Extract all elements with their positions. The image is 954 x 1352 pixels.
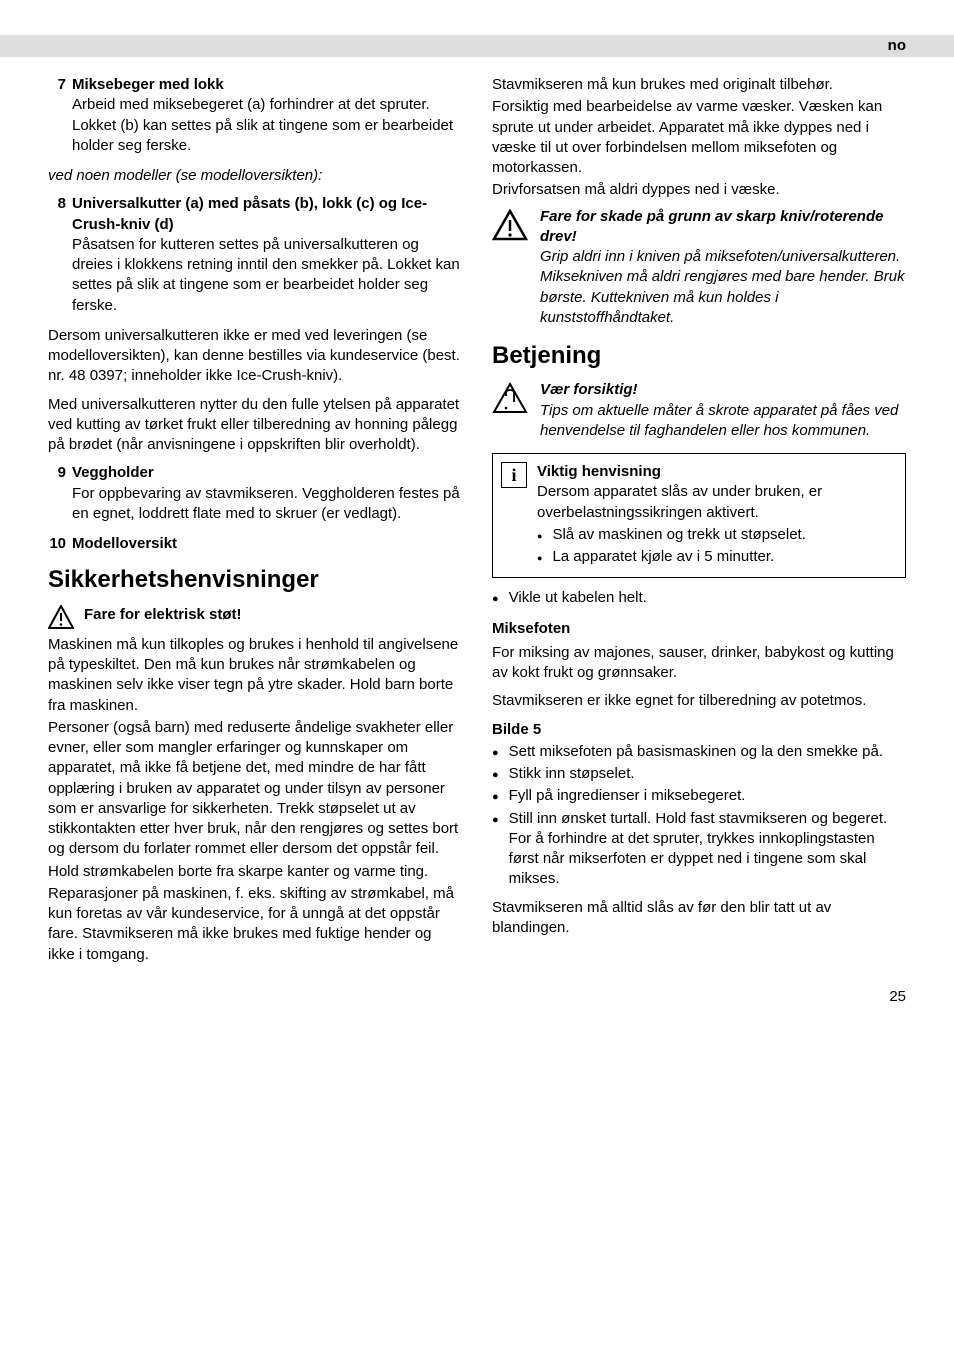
item-number: 7 bbox=[48, 75, 72, 158]
miksefoten-heading: Miksefoten bbox=[492, 619, 906, 639]
warning-title: Fare for elektrisk støt! bbox=[84, 605, 242, 625]
bullet-text: Sett miksefoten på basismaskinen og la d… bbox=[509, 742, 883, 762]
safety-heading: Sikkerhetshenvisninger bbox=[48, 564, 462, 596]
item-title: Universalkutter (a) med påsats (b), lokk… bbox=[72, 194, 462, 235]
operation-heading: Betjening bbox=[492, 340, 906, 372]
bullet-text: Slå av maskinen og trekk ut støpselet. bbox=[552, 525, 805, 545]
warning-icon bbox=[48, 605, 74, 635]
lang-code: no bbox=[888, 36, 906, 56]
info-icon: i bbox=[501, 462, 527, 488]
item-body: For oppbevaring av stavmikseren. Vegghol… bbox=[72, 484, 462, 525]
item-body: Påsatsen for kutteren settes på universa… bbox=[72, 235, 462, 316]
paragraph: Drivforsatsen må aldri dyppes ned i væsk… bbox=[492, 180, 906, 200]
paragraph: For miksing av majones, sauser, drinker,… bbox=[492, 643, 906, 684]
info-body: Dersom apparatet slås av under bruken, e… bbox=[537, 482, 895, 523]
item-number: 10 bbox=[48, 534, 72, 554]
bullet-text: Still inn ønsket turtall. Hold fast stav… bbox=[509, 809, 906, 890]
paragraph: Stavmikseren må alltid slås av før den b… bbox=[492, 898, 906, 939]
list-item-8: 8 Universalkutter (a) med påsats (b), lo… bbox=[48, 194, 462, 318]
paragraph: Stavmikseren er ikke egnet for tilberedn… bbox=[492, 691, 906, 711]
left-column: 7 Miksebeger med lokk Arbeid med miksebe… bbox=[48, 75, 462, 967]
paragraph: Personer (også barn) med reduserte åndel… bbox=[48, 718, 462, 860]
list-item-7: 7 Miksebeger med lokk Arbeid med miksebe… bbox=[48, 75, 462, 158]
warning-sharp-blade: Fare for skade på grunn av skarp kniv/ro… bbox=[492, 207, 906, 331]
figure-heading: Bilde 5 bbox=[492, 720, 906, 740]
info-bullets: Slå av maskinen og trekk ut støpselet. L… bbox=[537, 525, 895, 568]
paragraph: Reparasjoner på maskinen, f. eks. skifti… bbox=[48, 884, 462, 965]
paragraph: Hold strømkabelen borte fra skarpe kante… bbox=[48, 862, 462, 882]
list-item-9: 9 Veggholder For oppbevaring av stavmiks… bbox=[48, 463, 462, 526]
item-title: Miksebeger med lokk bbox=[72, 75, 462, 95]
list-item-10: 10 Modelloversikt bbox=[48, 534, 462, 554]
paragraph: Maskinen må kun tilkoples og brukes i he… bbox=[48, 635, 462, 716]
item-body: Arbeid med miksebegeret (a) forhindrer a… bbox=[72, 95, 462, 156]
right-column: Stavmikseren må kun brukes med originalt… bbox=[492, 75, 906, 967]
caution-title: Vær forsiktig! bbox=[540, 380, 906, 400]
item-title: Veggholder bbox=[72, 463, 462, 483]
paragraph: Dersom universalkutteren ikke er med ved… bbox=[48, 326, 462, 387]
bullet-text: La apparatet kjøle av i 5 minutter. bbox=[552, 547, 774, 567]
item-title: Modelloversikt bbox=[72, 534, 462, 554]
warning-electric-shock: Fare for elektrisk støt! bbox=[48, 605, 462, 635]
paragraph: Forsiktig med bearbeidelse av varme væsk… bbox=[492, 97, 906, 178]
page-number: 25 bbox=[48, 987, 906, 1007]
bullet-text: Fyll på ingredienser i miksebegeret. bbox=[509, 786, 746, 806]
item-number: 9 bbox=[48, 463, 72, 526]
model-note: ved noen modeller (se modelloversikten): bbox=[48, 166, 462, 186]
caution-body: Tips om aktuelle måter å skrote apparate… bbox=[540, 401, 906, 442]
caution-icon bbox=[492, 382, 528, 420]
paragraph: Stavmikseren må kun brukes med originalt… bbox=[492, 75, 906, 95]
header-bar: no bbox=[0, 35, 954, 57]
info-title: Viktig henvisning bbox=[537, 462, 895, 482]
content-columns: 7 Miksebeger med lokk Arbeid med miksebe… bbox=[48, 75, 906, 967]
outer-bullet: Vikle ut kabelen helt. bbox=[492, 588, 906, 608]
paragraph: Med universalkutteren nytter du den full… bbox=[48, 395, 462, 456]
bullet-text: Vikle ut kabelen helt. bbox=[509, 588, 647, 608]
warning-body: Grip aldri inn i kniven på miksefoten/un… bbox=[540, 247, 906, 328]
warning-title: Fare for skade på grunn av skarp kniv/ro… bbox=[540, 207, 906, 248]
bullet-text: Stikk inn støpselet. bbox=[509, 764, 635, 784]
caution-block: Vær forsiktig! Tips om aktuelle måter å … bbox=[492, 380, 906, 443]
warning-icon bbox=[492, 209, 528, 247]
figure-bullets: Sett miksefoten på basismaskinen og la d… bbox=[492, 742, 906, 890]
item-number: 8 bbox=[48, 194, 72, 318]
info-box: i Viktig henvisning Dersom apparatet slå… bbox=[492, 453, 906, 578]
